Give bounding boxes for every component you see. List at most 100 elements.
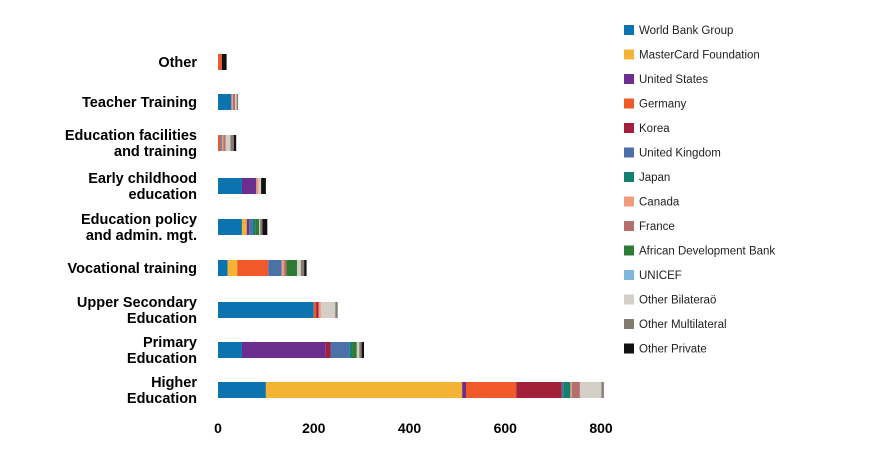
legend-swatch (624, 319, 634, 329)
bar-segment: World Bank Group: 50 (218, 342, 242, 358)
legend-swatch (624, 147, 634, 158)
legend-item: Other Multilateral (624, 319, 727, 331)
bar-segment: Canada: 5 (281, 260, 285, 276)
category-label-line1: Teacher Training (82, 95, 197, 111)
legend-swatch (624, 74, 634, 84)
x-tick-label: 800 (589, 420, 613, 436)
bar-segment: United States: 5 (246, 219, 250, 235)
legend-label: African Development Bank (639, 246, 775, 258)
legend-swatch (624, 294, 634, 305)
legend-swatch (624, 196, 634, 207)
legend-swatch (624, 221, 634, 231)
legend-label: United States (639, 74, 708, 86)
bar-segment: France: 17 (571, 382, 580, 398)
bar-stack: World Bank Group: 200Germany: 5Korea: 5C… (218, 302, 338, 318)
legend-label: Canada (639, 197, 680, 209)
legend-swatch (624, 98, 634, 109)
legend-swatch (624, 49, 634, 60)
category-label-line1: Primary (143, 335, 197, 351)
bar-segment: United Kingdom: 8 (249, 219, 253, 235)
category-label-line2: and training (114, 144, 197, 160)
category-label: Vocational training (68, 261, 197, 277)
bar-stack: World Bank Group: 28Canada: 3France: 5Ot… (218, 94, 239, 110)
legend-item: African Development Bank (624, 245, 775, 258)
legend-label: Korea (639, 123, 670, 135)
bar-segment: United States: 8 (462, 382, 466, 398)
bar-segment: Other Multilateral: 5 (601, 382, 604, 398)
bar-segment: Other Multilateral: 5 (359, 342, 362, 358)
bar-segment: African Development Bank: 8 (255, 219, 260, 235)
legend-swatch (624, 25, 634, 35)
legend-label: France (639, 221, 675, 233)
bar-segment: Other Bilateraö: 45 (579, 382, 602, 398)
bar-segment: Other Private: 10 (221, 54, 227, 70)
legend-label: World Bank Group (639, 25, 733, 37)
bar-stack: Germany: 8Other Private: 10 (218, 54, 227, 70)
legend-swatch (624, 245, 634, 256)
category-label-line2: education (129, 187, 197, 203)
category-label-line1: Vocational training (68, 261, 197, 277)
bar-segment: World Bank Group: 100 (218, 382, 266, 398)
bar-segment: United Kingdom: 40 (330, 342, 350, 358)
bar-segment: France: 5 (223, 135, 226, 151)
bar-segment: Other Bilateraö: 30 (320, 302, 336, 318)
bar-segment: Germany: 8 (218, 54, 222, 70)
bar-segment: Japan: 5 (252, 219, 256, 235)
bar-segment: Other Bilateraö: 8 (296, 260, 301, 276)
legend-label: United Kingdom (639, 148, 721, 160)
bar-segment: United Kingdom: 3 (561, 382, 564, 398)
bar-segment: Canada: 5 (256, 178, 259, 194)
bar-segment: Other Multilateral: 3 (236, 94, 239, 110)
bar-segment: Other Bilateraö: 3 (235, 94, 237, 110)
bar-segment: Germany: 65 (237, 260, 269, 276)
bar-segment: African Development Bank: 10 (352, 342, 357, 358)
bar-segment: Germany: 105 (465, 382, 517, 398)
legend-item: Canada (624, 196, 680, 209)
legend-label: Germany (639, 99, 687, 111)
category-label-line2: and admin. mgt. (86, 228, 197, 244)
category-label-line2: Education (127, 351, 197, 367)
bar-segment: Other Multilateral: 7 (230, 135, 234, 151)
category-label-line2: Education (127, 391, 197, 407)
legend-label: Japan (639, 172, 670, 184)
legend-item: France (624, 221, 675, 233)
bar-segment: Other Private: 5 (361, 342, 365, 358)
bar-segment: United Kingdom: 28 (268, 260, 282, 276)
bar-segment: Canada: 3 (231, 94, 233, 110)
bar-segment: World Bank Group: 28 (218, 94, 232, 110)
legend-item: Korea (624, 123, 670, 135)
legend-label: Other Private (639, 344, 707, 356)
category-label-line1: Education facilities (65, 128, 197, 144)
legend-label: Other Multilateral (639, 319, 727, 331)
bar-segment: France: 5 (232, 94, 236, 110)
legend-item: Other Bilateraö (624, 294, 716, 307)
bar-segment: World Bank Group: 50 (218, 178, 242, 194)
legend-item: Other Private (624, 343, 707, 356)
category-label-line2: Education (127, 311, 197, 327)
category-label-line1: Early childhood (88, 171, 197, 187)
legend-item: World Bank Group (624, 25, 733, 37)
legend-item: United States (624, 74, 708, 86)
bar-segment: Other Bilateraö: 5 (258, 178, 262, 194)
x-tick-label: 600 (494, 420, 518, 436)
legend-label: UNICEF (639, 270, 682, 282)
bar-segment: Other Bilateraö: 5 (356, 342, 360, 358)
bar-stack: World Bank Group: 50United States: 175Ko… (218, 342, 365, 358)
x-tick-label: 200 (302, 420, 326, 436)
legend-label: MasterCard Foundation (639, 50, 760, 62)
bar-segment: Japan: 15 (563, 382, 571, 398)
legend-swatch (624, 172, 634, 182)
bar-segment: Other Private: 10 (261, 178, 266, 194)
legend-label: Other Bilateraö (639, 295, 716, 307)
bar-segment: African Development Bank: 22 (286, 260, 297, 276)
bar-segment: United States: 175 (241, 342, 326, 358)
bar-segment: MasterCard Foundation: 20 (227, 260, 238, 276)
category-label: Teacher Training (82, 95, 197, 111)
bar-segment: United States: 30 (241, 178, 257, 194)
